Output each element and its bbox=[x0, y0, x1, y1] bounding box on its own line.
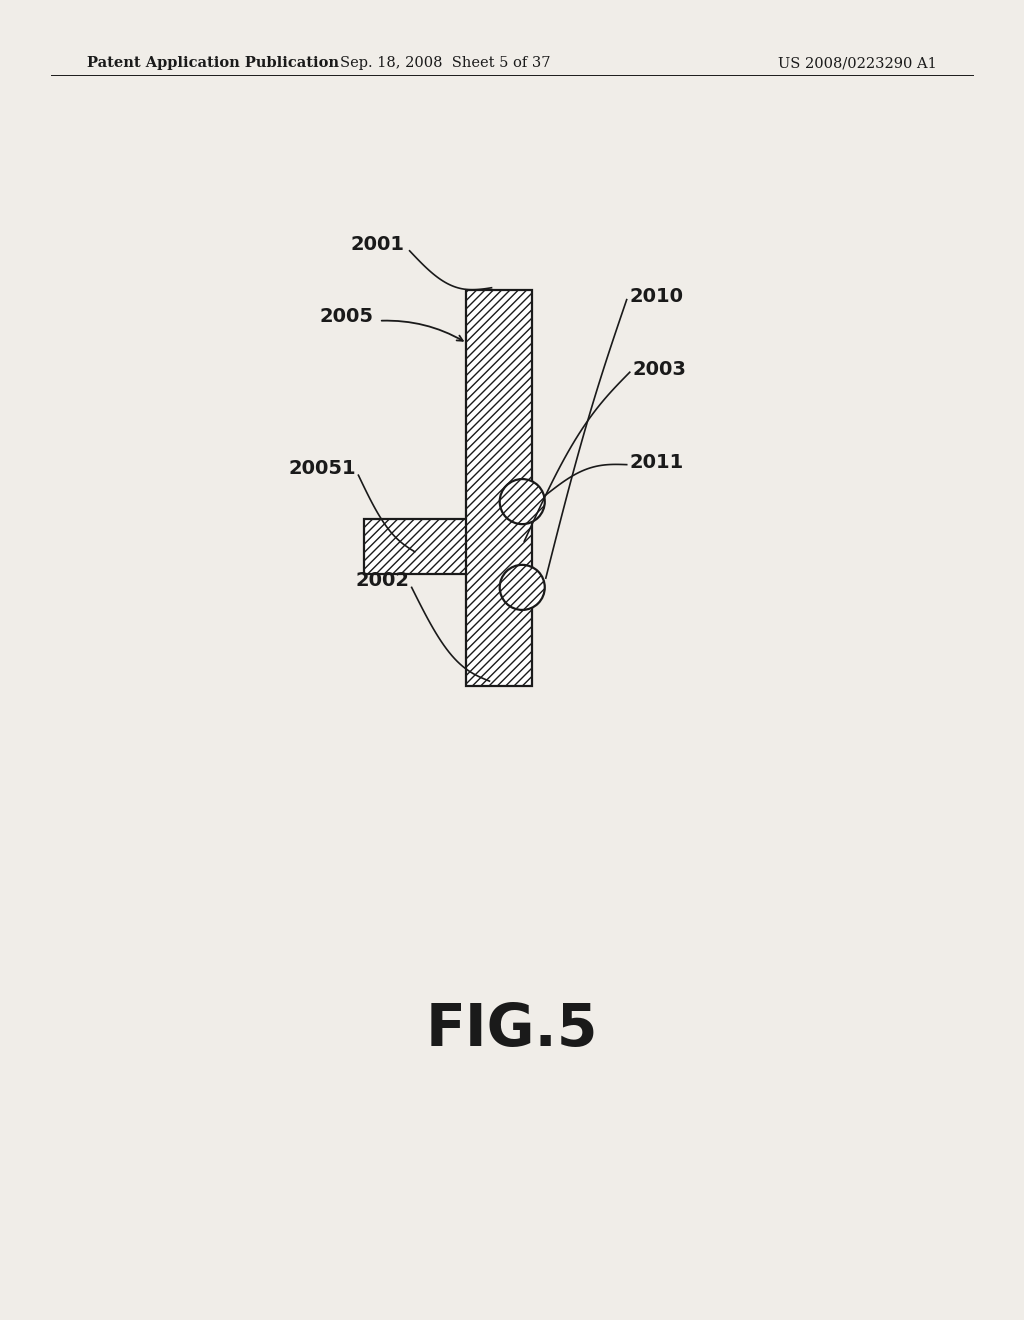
Text: 2002: 2002 bbox=[355, 572, 410, 590]
Text: 2001: 2001 bbox=[350, 235, 404, 253]
Bar bbox=[466, 290, 532, 686]
Text: 2010: 2010 bbox=[630, 288, 684, 306]
Text: 20051: 20051 bbox=[289, 459, 356, 478]
Text: 2005: 2005 bbox=[319, 308, 374, 326]
Ellipse shape bbox=[500, 479, 545, 524]
Text: FIG.5: FIG.5 bbox=[426, 1001, 598, 1059]
Text: 2011: 2011 bbox=[630, 453, 684, 471]
Bar bbox=[364, 519, 522, 574]
Text: Sep. 18, 2008  Sheet 5 of 37: Sep. 18, 2008 Sheet 5 of 37 bbox=[340, 57, 551, 70]
Text: Patent Application Publication: Patent Application Publication bbox=[87, 57, 339, 70]
Ellipse shape bbox=[500, 565, 545, 610]
Text: 2003: 2003 bbox=[633, 360, 687, 379]
Text: US 2008/0223290 A1: US 2008/0223290 A1 bbox=[778, 57, 937, 70]
